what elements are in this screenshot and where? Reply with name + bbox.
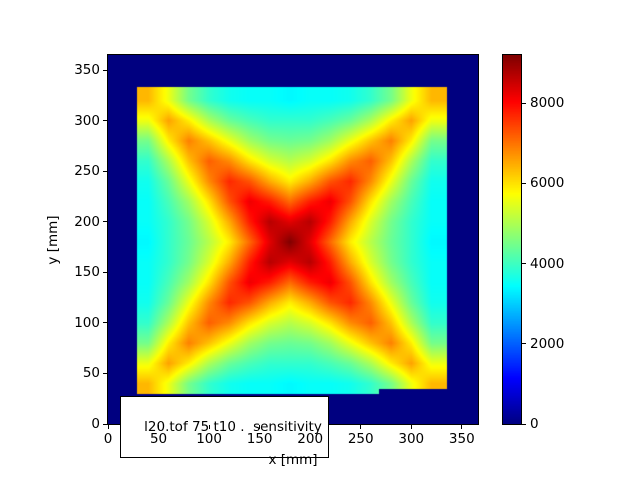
colorbar-tick-mark (522, 343, 526, 345)
x-tick-mark (360, 425, 362, 429)
colorbar-tick-mark (522, 423, 526, 425)
y-tick-mark (103, 271, 107, 273)
y-axis-label: y [mm] (45, 215, 61, 265)
x-tick-mark (259, 425, 261, 429)
x-tick-mark (309, 425, 311, 429)
y-tick-mark (103, 170, 107, 172)
colorbar (502, 54, 522, 425)
x-tick-label: 350 (448, 431, 475, 447)
colorbar-tick-mark (522, 102, 526, 104)
plot-area (107, 54, 479, 425)
y-tick-mark (103, 221, 107, 223)
x-tick-label: 50 (149, 431, 168, 447)
x-tick-label: 300 (398, 431, 425, 447)
colorbar-tick-label: 0 (530, 416, 539, 432)
y-tick-mark (103, 372, 107, 374)
y-tick-mark (103, 423, 107, 425)
y-tick-label: 100 (74, 314, 100, 331)
annotation-box: l20.tof 75 t10 . sensitivity (120, 396, 329, 458)
y-tick-label: 0 (91, 416, 100, 432)
y-tick-label: 50 (82, 365, 100, 382)
colorbar-tick-label: 8000 (530, 95, 565, 112)
x-tick-label: 0 (103, 431, 113, 447)
colorbar-tick-label: 6000 (530, 175, 565, 192)
annotation-text: l20.tof 75 t10 . sensitivity (144, 419, 322, 435)
y-tick-mark (103, 120, 107, 122)
x-tick-label: 250 (347, 431, 374, 447)
x-tick-mark (410, 425, 412, 429)
colorbar-tick-label: 4000 (530, 255, 565, 272)
colorbar-tick-mark (522, 182, 526, 184)
y-tick-mark (103, 322, 107, 324)
y-tick-label: 300 (74, 112, 100, 129)
x-tick-mark (158, 425, 160, 429)
y-tick-label: 150 (74, 264, 100, 281)
y-tick-label: 250 (74, 163, 100, 180)
colorbar-tick-mark (522, 263, 526, 265)
heatmap-canvas (108, 55, 478, 424)
colorbar-tick-label: 2000 (530, 335, 565, 352)
y-tick-label: 200 (74, 213, 100, 230)
x-tick-mark (208, 425, 210, 429)
y-tick-mark (103, 69, 107, 71)
x-tick-label: 200 (297, 431, 324, 447)
x-tick-label: 100 (196, 431, 222, 447)
x-tick-label: 150 (246, 431, 273, 447)
colorbar-canvas (503, 55, 521, 424)
x-tick-mark (107, 425, 109, 429)
x-tick-mark (461, 425, 463, 429)
x-axis-label: x [mm] (268, 452, 318, 468)
y-tick-label: 350 (74, 62, 100, 79)
